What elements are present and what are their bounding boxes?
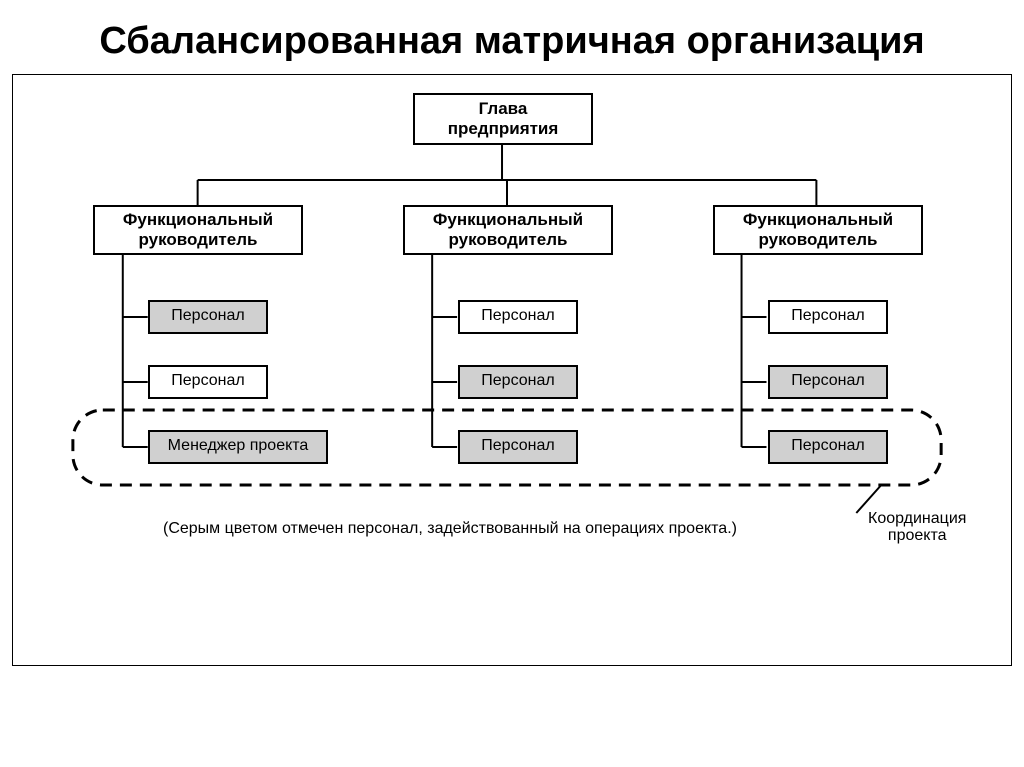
staff-node-2-2: Персонал: [768, 430, 888, 464]
coordination-label: Координацияпроекта: [868, 510, 966, 545]
manager-node-0: Функциональныйруководитель: [93, 205, 303, 255]
staff-node-1-1: Персонал: [458, 365, 578, 399]
staff-node-0-0: Персонал: [148, 300, 268, 334]
staff-node-0-1: Персонал: [148, 365, 268, 399]
staff-node-1-0: Персонал: [458, 300, 578, 334]
staff-node-2-1: Персонал: [768, 365, 888, 399]
manager-node-1: Функциональныйруководитель: [403, 205, 613, 255]
staff-node-2-0: Персонал: [768, 300, 888, 334]
staff-node-0-2: Менеджер проекта: [148, 430, 328, 464]
page-title: Сбалансированная матричная организация: [0, 0, 1024, 74]
staff-node-1-2: Персонал: [458, 430, 578, 464]
manager-node-2: Функциональныйруководитель: [713, 205, 923, 255]
diagram-frame: Главапредприятия Функциональныйруководит…: [12, 74, 1012, 666]
legend-caption: (Серым цветом отмечен персонал, задейств…: [163, 520, 737, 538]
root-node: Главапредприятия: [413, 93, 593, 145]
